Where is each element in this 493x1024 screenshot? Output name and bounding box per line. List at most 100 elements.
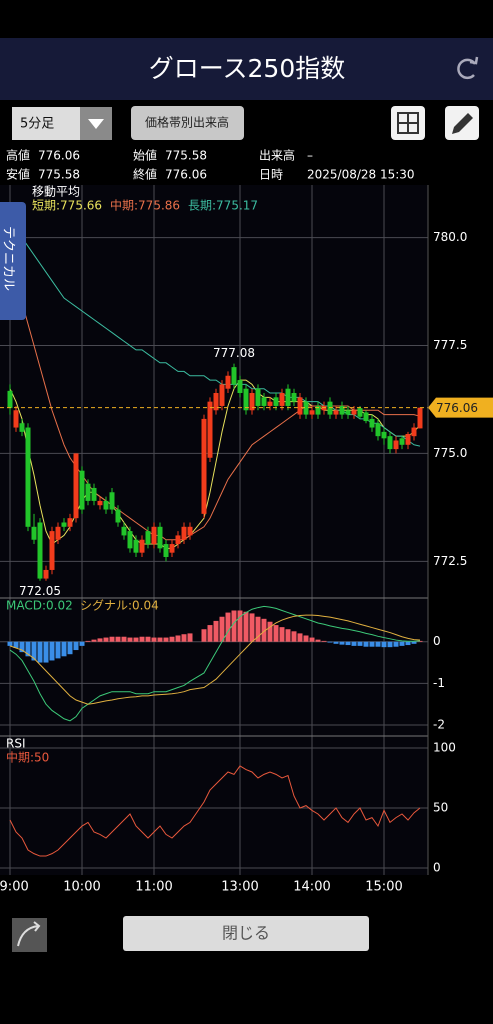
candle-body	[207, 401, 213, 458]
candle-body	[201, 418, 207, 514]
info-label: 日時	[259, 168, 283, 182]
histogram-bar	[103, 637, 109, 642]
draw-button[interactable]	[445, 106, 479, 140]
close-button[interactable]: 閉じる	[123, 916, 369, 951]
refresh-arrow	[469, 56, 479, 65]
candle-body	[411, 427, 417, 437]
candle-body	[13, 410, 19, 428]
candle-body	[37, 522, 43, 579]
y-tick-label: 777.5	[433, 338, 467, 352]
histogram-bar	[175, 635, 181, 642]
back-button[interactable]	[12, 918, 47, 952]
candle-body	[369, 418, 375, 428]
info-value: 775.58	[38, 168, 80, 182]
info-value: 2025/08/28 15:30	[307, 168, 415, 182]
pencil-icon	[452, 113, 473, 134]
tab-bg	[0, 202, 26, 320]
histogram-bar	[121, 636, 127, 642]
candle-body	[103, 500, 109, 510]
candle-body	[109, 492, 115, 510]
histogram-bar	[315, 639, 321, 642]
info-value: –	[307, 149, 313, 163]
histogram-bar	[333, 641, 339, 644]
candle-body	[315, 405, 321, 415]
info-value: 776.06	[38, 149, 80, 163]
candle-body	[115, 509, 121, 523]
series-line	[9, 605, 421, 722]
legend-label: 中期:775.86	[110, 198, 180, 213]
histogram-bar	[181, 634, 187, 642]
histogram-bar	[411, 641, 417, 644]
histogram-bar	[163, 637, 169, 642]
histogram-bar	[31, 641, 37, 661]
info-label: 始値	[133, 148, 157, 163]
candle-body	[405, 434, 411, 445]
histogram-bar	[279, 627, 285, 642]
histogram-bar	[273, 625, 279, 642]
histogram-bar	[67, 641, 73, 655]
histogram-bar	[357, 641, 363, 646]
histogram-bar	[37, 641, 43, 663]
legend-label: 長期:775.17	[188, 199, 258, 213]
candle-body	[231, 367, 237, 385]
histogram-bar	[351, 641, 357, 646]
candle-body	[213, 393, 219, 411]
x-tick-label: 13:00	[221, 880, 258, 895]
candle-body	[267, 401, 273, 406]
histogram-bar	[339, 641, 345, 645]
x-tick-label: 14:00	[293, 880, 330, 895]
technical-tab[interactable]: テクニカル	[0, 202, 26, 320]
histogram-bar	[187, 633, 193, 642]
candle-body	[393, 440, 399, 450]
histogram-bar	[387, 641, 393, 648]
legend-label: 短期:775.66	[32, 199, 102, 213]
histogram-bar	[243, 611, 249, 642]
histogram-bar	[109, 636, 115, 642]
candle-body	[25, 427, 31, 527]
candle-body	[297, 397, 303, 415]
histogram-bar	[139, 636, 145, 642]
volume-profile-button[interactable]: 価格帯別出来高	[131, 106, 244, 140]
histogram-bar	[13, 641, 19, 648]
interval-dropdown[interactable]: 5分足	[12, 107, 112, 140]
histogram-bar	[363, 641, 369, 647]
x-tick-label: 09:00	[0, 880, 29, 895]
layout-button[interactable]	[391, 106, 425, 140]
refresh-button[interactable]	[457, 56, 479, 80]
y-tick-label: 772.5	[433, 554, 467, 568]
button-label: 価格帯別出来高	[145, 115, 229, 130]
last-price-tag	[428, 397, 493, 418]
info-value: 775.58	[165, 149, 207, 163]
dropdown-arrow	[88, 119, 104, 129]
histogram-bar	[381, 641, 387, 648]
candle-body	[417, 407, 423, 429]
histogram-bar	[73, 641, 79, 651]
icon-bg	[12, 918, 47, 952]
x-tick-label: 11:00	[135, 880, 172, 895]
candle-body	[181, 526, 187, 540]
series-line	[9, 765, 421, 857]
candle-body	[225, 375, 231, 389]
candle-body	[261, 397, 267, 406]
interval-label: 5分足	[20, 117, 54, 132]
price-annotation: 777.08	[213, 346, 255, 360]
candle-body	[357, 408, 363, 417]
histogram-bar	[79, 641, 85, 646]
screen-title: グロース250指数	[149, 54, 345, 83]
candle-body	[175, 535, 181, 545]
indicator-title: 移動平均	[32, 185, 80, 199]
histogram-bar	[19, 641, 25, 653]
histogram-bar	[201, 629, 207, 642]
candle-body	[43, 569, 49, 579]
y-tick-label: 0	[433, 861, 441, 875]
candle-body	[79, 470, 85, 510]
histogram-bar	[399, 641, 405, 646]
button-bg	[131, 106, 244, 140]
histogram-bar	[151, 637, 157, 642]
candle-body	[139, 539, 145, 553]
candle-body	[339, 405, 345, 415]
histogram-bar	[127, 637, 133, 642]
y-tick-label: -2	[433, 718, 445, 732]
